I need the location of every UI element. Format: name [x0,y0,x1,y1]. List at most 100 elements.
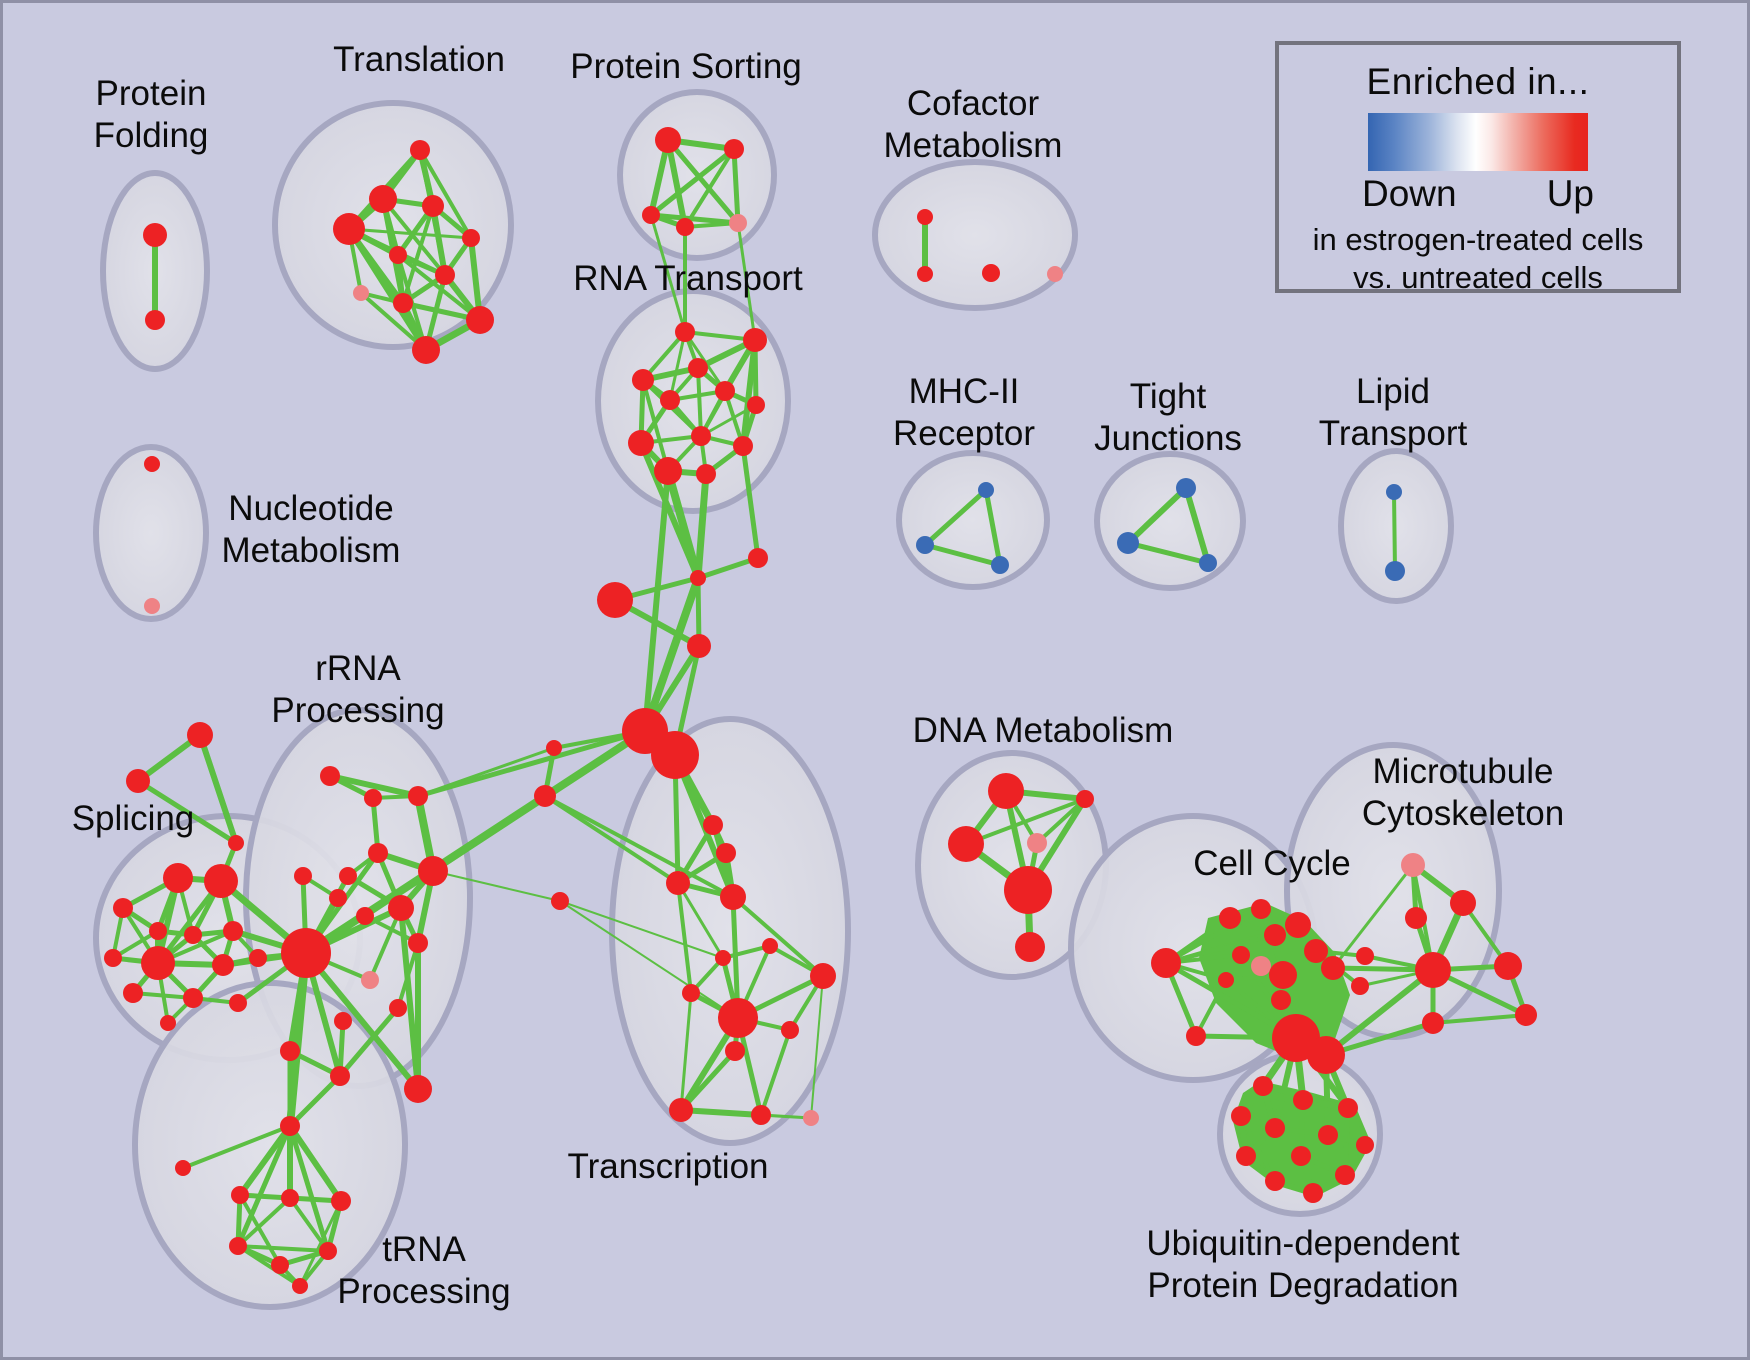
network-edge [642,468,671,734]
gene-set-node-red [330,1066,350,1086]
gene-set-node-red [1186,1026,1206,1046]
cluster-ellipse-mhc-ii-receptor [896,450,1050,590]
cluster-label-lipid-transport: Lipid [1356,372,1430,411]
network-edge [810,975,824,1119]
cluster-label-nucleotide-metabolism: Metabolism [222,531,401,570]
gene-set-node-red [715,950,731,966]
network-edge [676,881,725,960]
cluster-label-trna-processing: Processing [337,1272,510,1311]
gene-set-node-red [184,926,202,944]
gene-set-node-red [748,548,768,568]
gene-set-node-red [389,246,407,264]
gene-set-node-red [676,218,694,236]
network-edge [416,746,556,798]
gene-set-node-red [1076,790,1094,808]
network-edge [286,949,310,1130]
gene-set-node-red [1151,948,1181,978]
gene-set-node-red [281,928,331,978]
gene-set-node-red [720,884,746,910]
gene-set-node-red [718,998,758,1038]
gene-set-node-red [280,1116,300,1136]
network-edge [337,1005,401,1079]
gene-set-node-red [183,988,203,1008]
network-edge [430,203,448,278]
gene-set-node-red [356,907,374,925]
network-edge [648,212,741,226]
cluster-label-nucleotide-metabolism: Nucleotide [228,489,393,528]
gene-set-node-red [249,949,267,967]
network-edge [543,794,735,899]
network-edge [664,467,702,582]
gene-set-node-red [982,264,1000,282]
network-edge [431,794,547,873]
network-edge [730,894,741,1021]
cluster-label-dna-metabolism: DNA Metabolism [913,711,1174,750]
network-edge [740,337,758,449]
gene-set-node-red [408,933,428,953]
network-edge [641,574,702,735]
gene-set-node-red [628,430,654,456]
network-edge [236,1244,302,1288]
gene-set-node-blue [1176,478,1196,498]
gene-set-node-red [691,426,711,446]
gene-set-node-red [690,570,706,586]
network-edge [1239,1114,1277,1183]
gene-set-node-blue [978,482,994,498]
gene-set-node-pink [1027,833,1047,853]
gene-set-node-red [917,209,933,225]
gene-set-node-red [1291,1146,1311,1166]
gene-set-node-red [1450,890,1476,916]
gene-set-node-red [1285,912,1311,938]
gene-set-node-red [175,1160,191,1176]
gene-set-node-red [1251,899,1271,919]
network-edge [1323,967,1436,1058]
gene-set-node-red [1004,866,1052,914]
gene-set-node-red [743,328,767,352]
gene-set-node-red [1218,972,1234,988]
network-edge [1431,1013,1528,1025]
network-edge [347,227,473,240]
gene-set-node-blue [1117,532,1139,554]
gene-set-node-red [762,938,778,954]
cluster-label-protein-folding: Protein [96,74,207,113]
network-edge [396,253,482,322]
gene-set-node-red [534,785,556,807]
network-edge [1164,907,1263,965]
gene-set-node-red [204,864,238,898]
gene-set-node-red [163,863,193,893]
gene-set-node-red [669,1098,693,1122]
network-edge [559,900,724,959]
network-edge [683,147,736,229]
gene-set-node-red [1253,1076,1273,1096]
gene-set-node-pink [803,1110,819,1126]
network-edge [135,778,239,846]
network-edge [303,950,421,1092]
gene-set-node-red [666,871,690,895]
gene-set-node-red [1321,956,1345,980]
gene-set-node-red [331,1191,351,1211]
gene-set-node-red [751,1105,771,1125]
gene-set-node-red [333,213,365,245]
cluster-label-cell-cycle: Cell Cycle [1193,844,1351,883]
gene-set-node-red [682,984,700,1002]
network-edge [432,870,561,902]
cluster-label-cofactor-metabolism: Metabolism [884,126,1063,165]
network-edge [559,900,739,1019]
network-edge [1392,490,1397,573]
network-edge [759,1028,792,1117]
gene-set-node-red [104,949,122,967]
gene-set-node-red [143,223,167,247]
gene-set-node-red [597,582,633,618]
gene-set-node-red [703,815,723,835]
gene-set-node-red [1318,1125,1338,1145]
gene-set-node-red [410,140,430,160]
network-edge [649,213,687,334]
gene-set-node-red [404,1075,432,1103]
gene-set-node-red [1307,1036,1345,1074]
network-edge [298,1199,343,1288]
cluster-label-lipid-transport: Transport [1319,414,1468,453]
cluster-label-rna-transport: RNA Transport [573,259,803,298]
network-edge [1194,978,1228,1038]
cluster-ellipse-nucleotide-metabolism [93,444,209,622]
